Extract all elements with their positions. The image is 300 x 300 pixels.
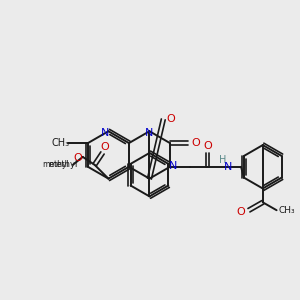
Text: O: O [167,114,176,124]
Text: O: O [237,207,245,217]
Text: methyl: methyl [42,160,69,169]
Text: N: N [145,128,154,138]
Text: N: N [169,161,177,171]
Text: O: O [74,153,82,163]
Text: CH₃: CH₃ [279,206,295,215]
Text: O: O [203,141,212,151]
Text: O: O [191,138,200,148]
Text: N: N [224,162,232,172]
Text: N: N [101,128,110,138]
Text: CH₃: CH₃ [51,138,69,148]
Text: O: O [100,142,109,152]
Text: H: H [219,155,226,165]
Text: methyl: methyl [48,160,78,169]
